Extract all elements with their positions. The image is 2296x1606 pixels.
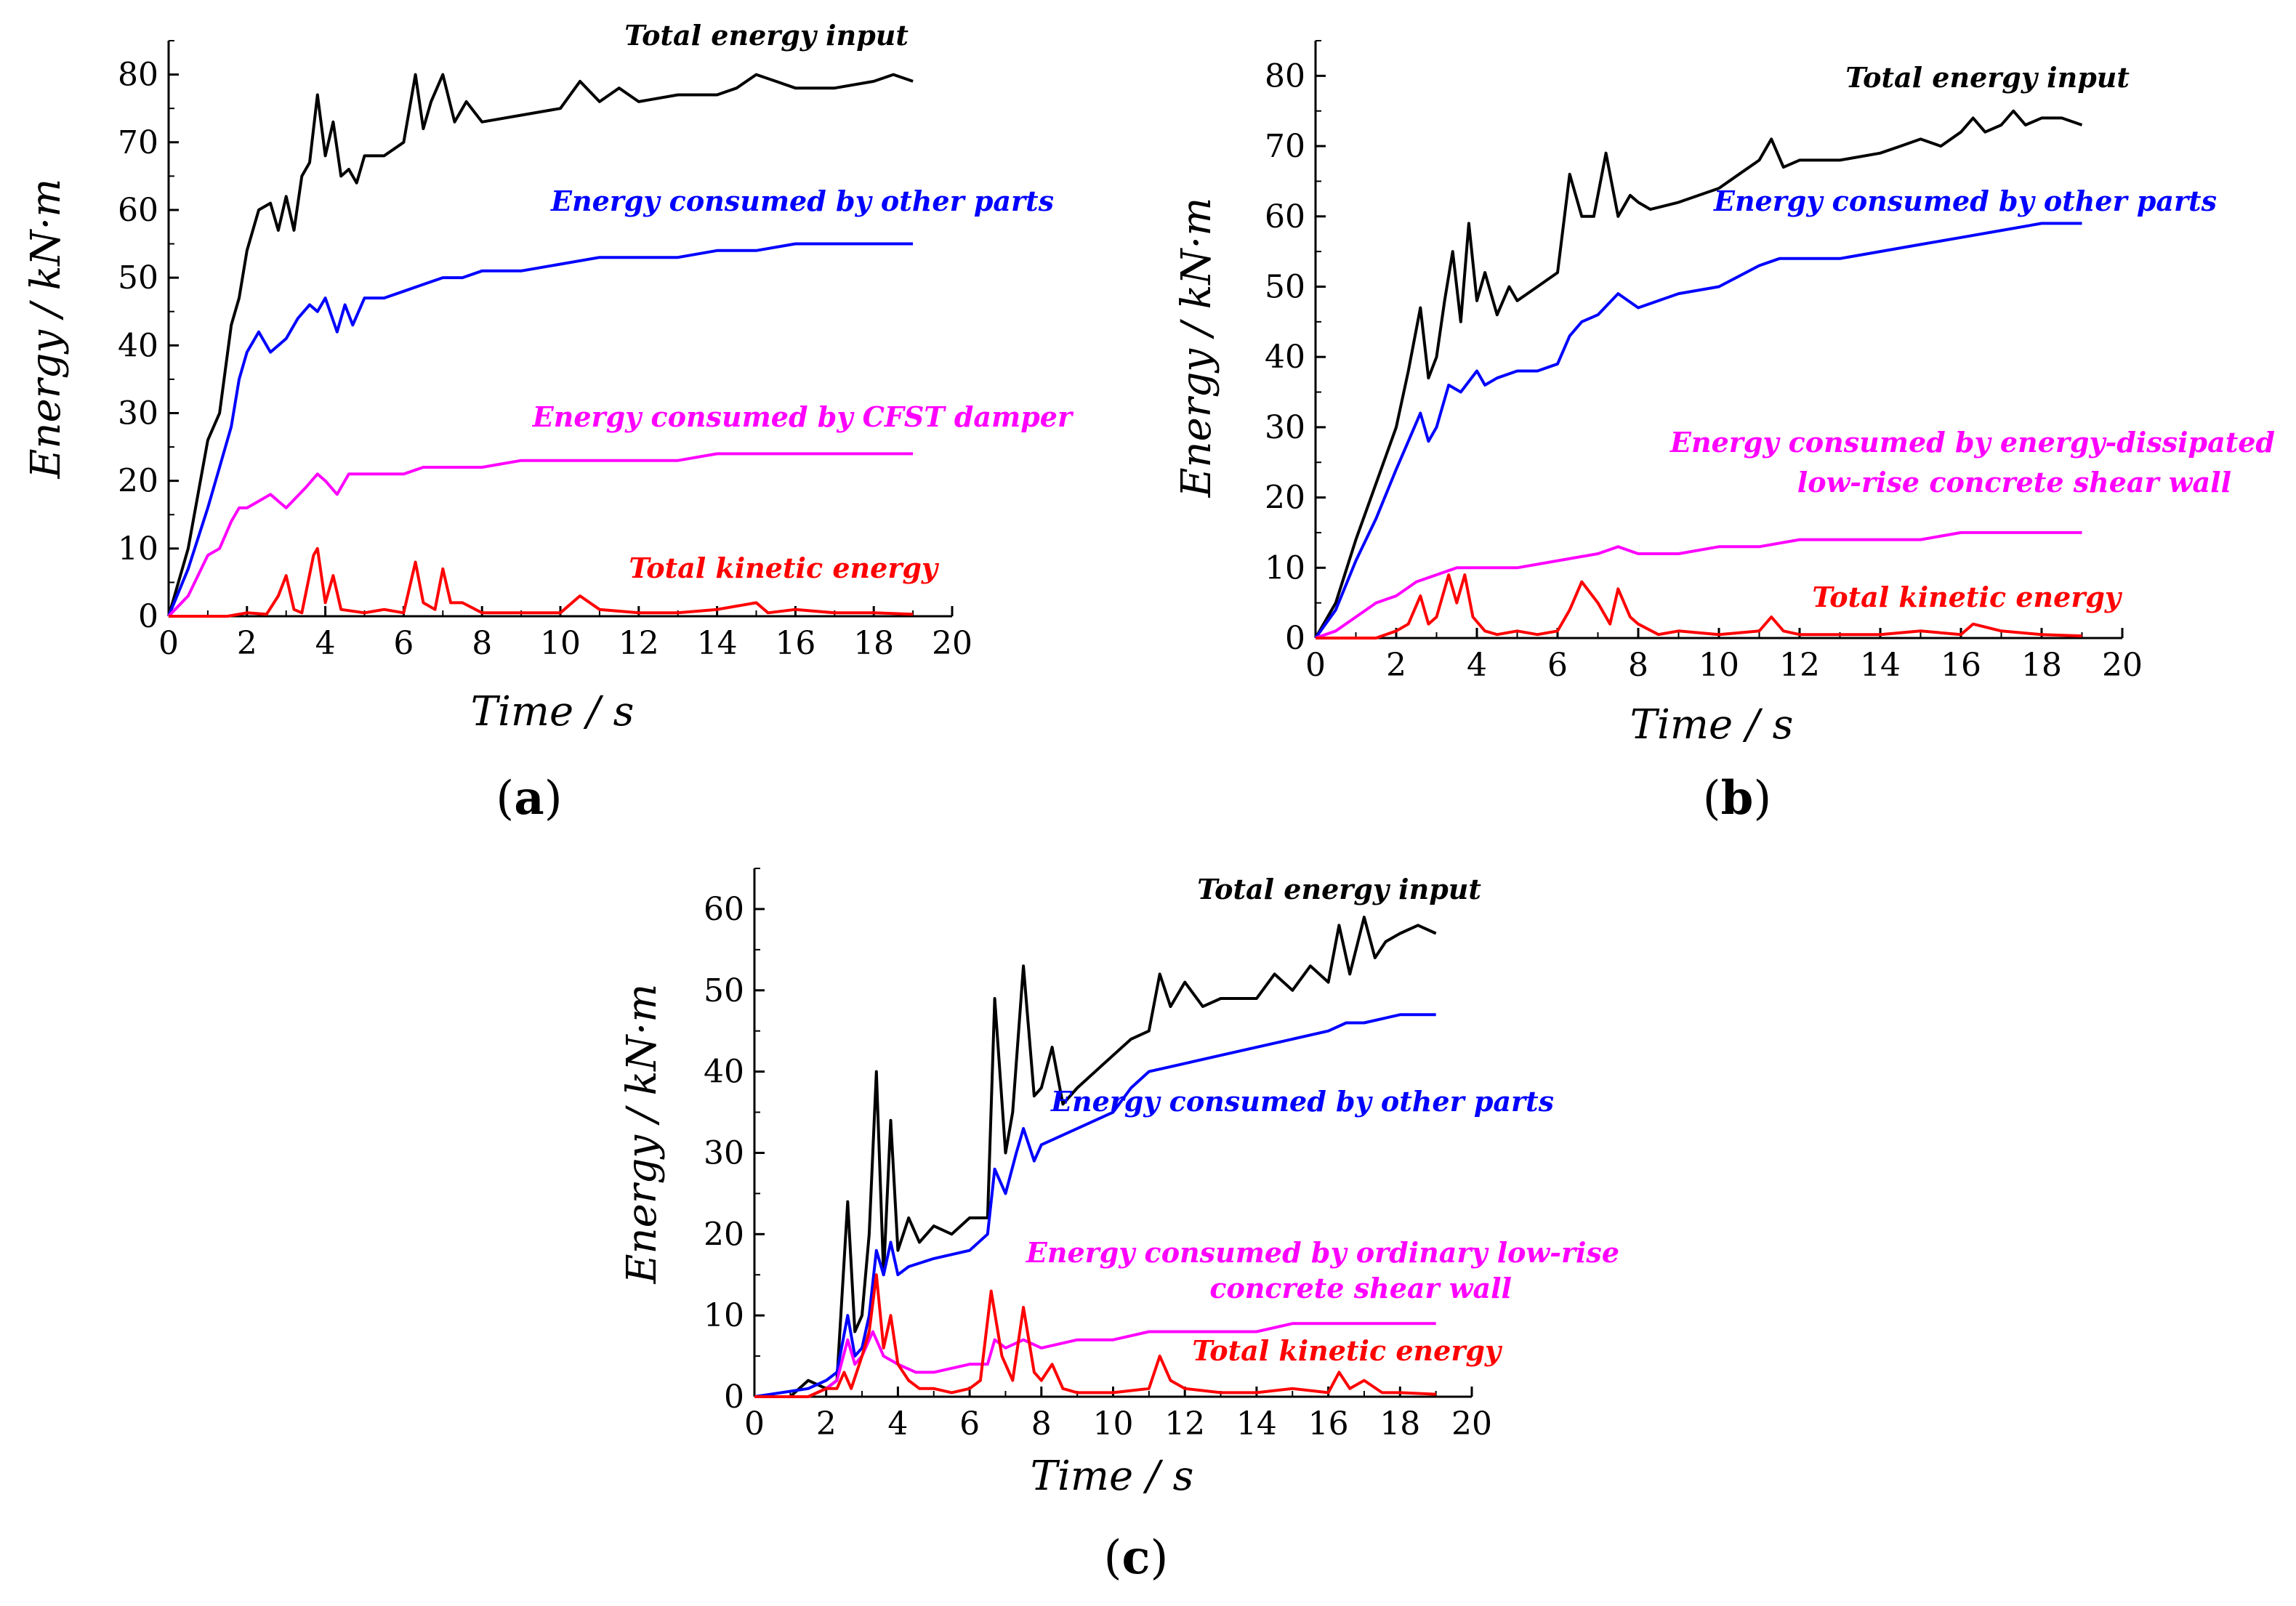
series-label-2: Energy consumed by ordinary low-rise bbox=[1026, 1236, 1619, 1269]
x-tick-label: 20 bbox=[2102, 647, 2143, 684]
x-axis-title: Time / s bbox=[1031, 1453, 1194, 1500]
series-line-3 bbox=[169, 546, 914, 618]
x-tick-label: 14 bbox=[1236, 1405, 1277, 1442]
panel-caption: (c) bbox=[1104, 1530, 1169, 1585]
x-axis-title: Time / s bbox=[1630, 701, 1794, 748]
x-tick-label: 20 bbox=[932, 625, 972, 662]
chart-panel-b: 0 2 4 6 8 10 12 14 16 18 20 0 10 20 30 40 50 60 70 80 Time /… bbox=[1173, 40, 2275, 826]
series-line-2 bbox=[754, 1322, 1436, 1398]
y-tick-label: 20 bbox=[118, 463, 158, 500]
y-axis-title: Energy / kN·m bbox=[23, 179, 70, 480]
series-label-1: Energy consumed by other parts bbox=[550, 185, 1054, 217]
y-tick-label: 50 bbox=[1265, 268, 1305, 305]
series-label-1: Energy consumed by other parts bbox=[1713, 185, 2217, 217]
x-tick-label: 14 bbox=[1860, 647, 1901, 684]
y-tick-label: 30 bbox=[1265, 409, 1305, 446]
series-label-3: Total kinetic energy bbox=[1192, 1334, 1503, 1367]
x-tick-label: 18 bbox=[1379, 1405, 1420, 1442]
y-tick-label: 0 bbox=[138, 598, 158, 635]
x-tick-label: 6 bbox=[1547, 647, 1568, 684]
y-axis-title: Energy / kN·m bbox=[619, 984, 666, 1285]
x-tick-label: 2 bbox=[237, 625, 257, 662]
y-tick-label: 70 bbox=[1265, 128, 1305, 165]
y-tick-label: 40 bbox=[704, 1054, 744, 1091]
x-tick-label: 10 bbox=[540, 625, 581, 662]
y-tick-label: 10 bbox=[118, 530, 158, 568]
y-tick-label: 60 bbox=[704, 891, 744, 928]
series-line-0 bbox=[167, 73, 914, 617]
x-tick-label: 0 bbox=[744, 1405, 765, 1442]
x-tick-label: 2 bbox=[1386, 647, 1406, 684]
y-tick-label: 80 bbox=[1265, 57, 1305, 94]
y-axis-title: Energy / kN·m bbox=[1173, 198, 1220, 499]
x-tick-label: 20 bbox=[1451, 1405, 1492, 1442]
y-tick-label: 50 bbox=[704, 972, 744, 1009]
y-tick-label: 40 bbox=[118, 327, 158, 364]
series-label-0: Total energy input bbox=[1197, 873, 1481, 905]
chart-panel-a: 0 2 4 6 8 10 12 14 16 18 20 0 10 20 30 40 50 60 70 80 Time /… bbox=[23, 19, 1074, 826]
x-tick-label: 8 bbox=[472, 625, 492, 662]
x-tick-label: 8 bbox=[1628, 647, 1648, 684]
series-label-2-line2: concrete shear wall bbox=[1209, 1272, 1512, 1304]
panel-caption: (a) bbox=[496, 771, 562, 826]
series-line-1 bbox=[167, 242, 914, 617]
y-tick-label: 20 bbox=[1265, 480, 1305, 517]
series-line-3 bbox=[1316, 573, 2082, 639]
x-tick-label: 14 bbox=[697, 625, 738, 662]
x-tick-label: 18 bbox=[853, 625, 894, 662]
series-line-0 bbox=[1314, 109, 2083, 639]
y-tick-label: 60 bbox=[118, 192, 158, 229]
y-tick-label: 60 bbox=[1265, 198, 1305, 235]
chart-panel-c: 0 2 4 6 8 10 12 14 16 18 20 0 10 20 30 40 50 60 Time / s En… bbox=[619, 868, 1619, 1585]
x-tick-label: 16 bbox=[1308, 1405, 1349, 1442]
series-label-3: Total kinetic energy bbox=[1812, 581, 2123, 613]
x-tick-label: 18 bbox=[2021, 647, 2062, 684]
y-tick-label: 70 bbox=[118, 124, 158, 161]
series-label-0: Total energy input bbox=[1845, 61, 2130, 94]
y-tick-label: 0 bbox=[724, 1379, 744, 1416]
x-tick-label: 10 bbox=[1093, 1405, 1134, 1442]
x-tick-label: 16 bbox=[1941, 647, 1981, 684]
series-label-2: Energy consumed by CFST damper bbox=[532, 400, 1074, 433]
y-tick-label: 30 bbox=[704, 1134, 744, 1171]
y-tick-label: 80 bbox=[118, 57, 158, 94]
x-tick-label: 4 bbox=[1467, 647, 1487, 684]
y-tick-label: 10 bbox=[704, 1297, 744, 1334]
series-label-2: Energy consumed by energy-dissipated bbox=[1669, 426, 2275, 459]
series-line-2 bbox=[1315, 530, 2082, 639]
y-tick-label: 20 bbox=[704, 1216, 744, 1253]
y-tick-label: 10 bbox=[1265, 549, 1305, 586]
x-tick-label: 8 bbox=[1031, 1405, 1052, 1442]
x-tick-label: 16 bbox=[775, 625, 815, 662]
series-line-1 bbox=[1314, 222, 2082, 639]
x-tick-label: 12 bbox=[619, 625, 659, 662]
x-axis-title: Time / s bbox=[471, 688, 635, 735]
x-tick-label: 10 bbox=[1699, 647, 1739, 684]
y-tick-label: 30 bbox=[118, 395, 158, 432]
x-tick-label: 6 bbox=[393, 625, 414, 662]
series-line-0 bbox=[754, 916, 1437, 1398]
panel-caption: (b) bbox=[1703, 771, 1772, 826]
series-line-3 bbox=[754, 1273, 1436, 1398]
x-tick-label: 4 bbox=[315, 625, 336, 662]
x-tick-label: 0 bbox=[158, 625, 179, 662]
y-tick-label: 50 bbox=[118, 259, 158, 296]
y-tick-label: 0 bbox=[1285, 620, 1305, 657]
x-tick-label: 2 bbox=[816, 1405, 837, 1442]
x-tick-label: 12 bbox=[1779, 647, 1820, 684]
series-label-0: Total energy input bbox=[624, 19, 909, 52]
x-tick-label: 12 bbox=[1164, 1405, 1205, 1442]
x-tick-label: 4 bbox=[887, 1405, 908, 1442]
series-line-2 bbox=[167, 452, 914, 618]
series-label-1: Energy consumed by other parts bbox=[1050, 1085, 1554, 1118]
series-label-3: Total kinetic energy bbox=[629, 552, 940, 584]
series-line-1 bbox=[754, 1013, 1436, 1398]
y-tick-label: 40 bbox=[1265, 339, 1305, 376]
x-tick-label: 0 bbox=[1305, 647, 1326, 684]
series-label-2-line2: low-rise concrete shear wall bbox=[1797, 466, 2231, 499]
x-tick-label: 6 bbox=[959, 1405, 980, 1442]
